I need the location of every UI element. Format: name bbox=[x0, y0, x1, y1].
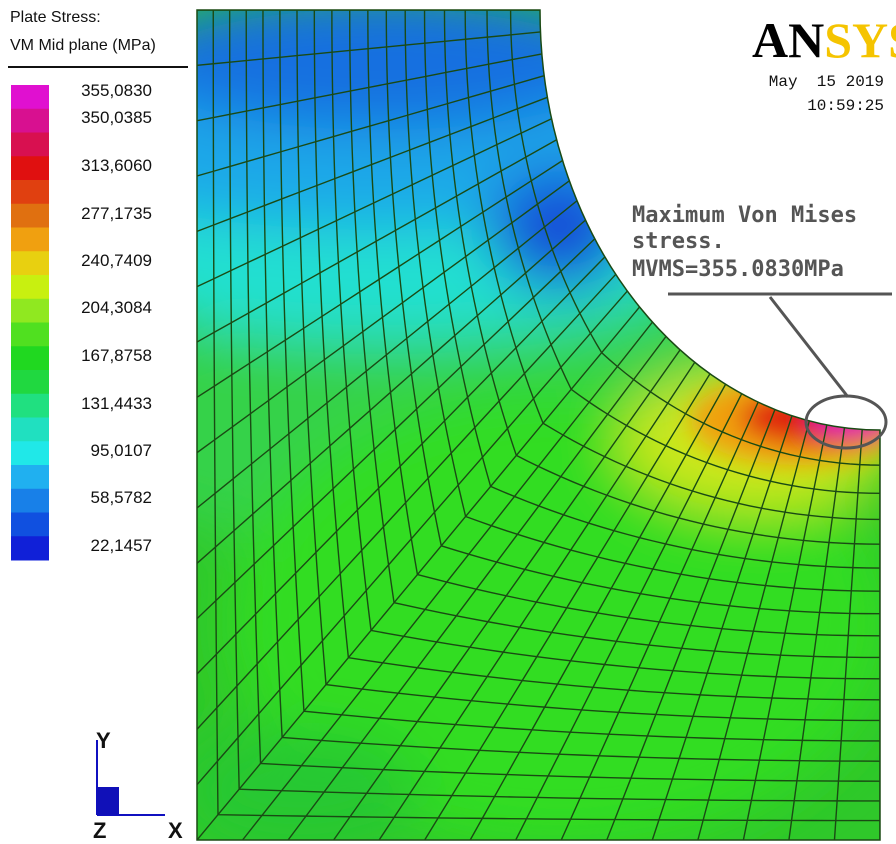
legend-label: 313,6060 bbox=[81, 156, 152, 175]
axis-label: Y bbox=[96, 728, 111, 753]
color-swatch bbox=[11, 418, 49, 442]
color-swatch bbox=[11, 299, 49, 323]
legend-label: 58,5782 bbox=[91, 488, 152, 507]
color-swatch bbox=[11, 133, 49, 157]
color-swatch bbox=[11, 323, 49, 347]
color-swatch bbox=[11, 513, 49, 537]
color-swatch bbox=[11, 370, 49, 394]
legend-title: VM Mid plane (MPa) bbox=[10, 37, 156, 54]
color-bar bbox=[11, 85, 49, 561]
legend-label: 22,1457 bbox=[91, 536, 152, 555]
axis-label: X bbox=[168, 818, 183, 843]
color-swatch bbox=[11, 180, 49, 204]
legend-label: 131,4433 bbox=[81, 394, 152, 413]
color-swatch bbox=[11, 441, 49, 465]
legend-label: 350,0385 bbox=[81, 108, 152, 127]
legend-labels: 355,0830 350,0385 313,6060 277,1735 240,7409… bbox=[81, 81, 152, 555]
color-swatch bbox=[11, 275, 49, 299]
annotation-line: MVMS=355.0830MPa bbox=[632, 257, 844, 282]
axis-label: Z bbox=[93, 818, 106, 843]
legend-label: 355,0830 bbox=[81, 81, 152, 100]
color-swatch bbox=[11, 251, 49, 275]
date: May 15 2019 bbox=[769, 73, 884, 91]
color-swatch bbox=[11, 109, 49, 133]
color-swatch bbox=[11, 465, 49, 489]
z-axis-marker bbox=[97, 787, 119, 815]
legend-title: Plate Stress: bbox=[10, 9, 101, 26]
screenshot: Plate Stress: VM Mid plane (MPa) 355,083… bbox=[0, 0, 896, 844]
logo-right: SYS bbox=[824, 12, 896, 68]
time: 10:59:25 bbox=[807, 97, 884, 115]
annotation-line: stress. bbox=[632, 229, 725, 254]
annotation-line: Maximum Von Mises bbox=[632, 203, 857, 228]
color-swatch bbox=[11, 228, 49, 252]
color-swatch bbox=[11, 394, 49, 418]
color-swatch bbox=[11, 156, 49, 180]
legend-label: 95,0107 bbox=[91, 441, 152, 460]
annotation-leader bbox=[770, 297, 848, 397]
logo-left: AN bbox=[752, 12, 824, 68]
color-swatch bbox=[11, 536, 49, 560]
color-swatch bbox=[11, 489, 49, 513]
legend-label: 167,8758 bbox=[81, 346, 152, 365]
color-swatch bbox=[11, 204, 49, 228]
legend-label: 277,1735 bbox=[81, 204, 152, 223]
color-swatch bbox=[11, 85, 49, 109]
legend-label: 204,3084 bbox=[81, 298, 152, 317]
legend-label: 240,7409 bbox=[81, 251, 152, 270]
color-swatch bbox=[11, 346, 49, 370]
logo: ANSYS bbox=[752, 12, 896, 68]
